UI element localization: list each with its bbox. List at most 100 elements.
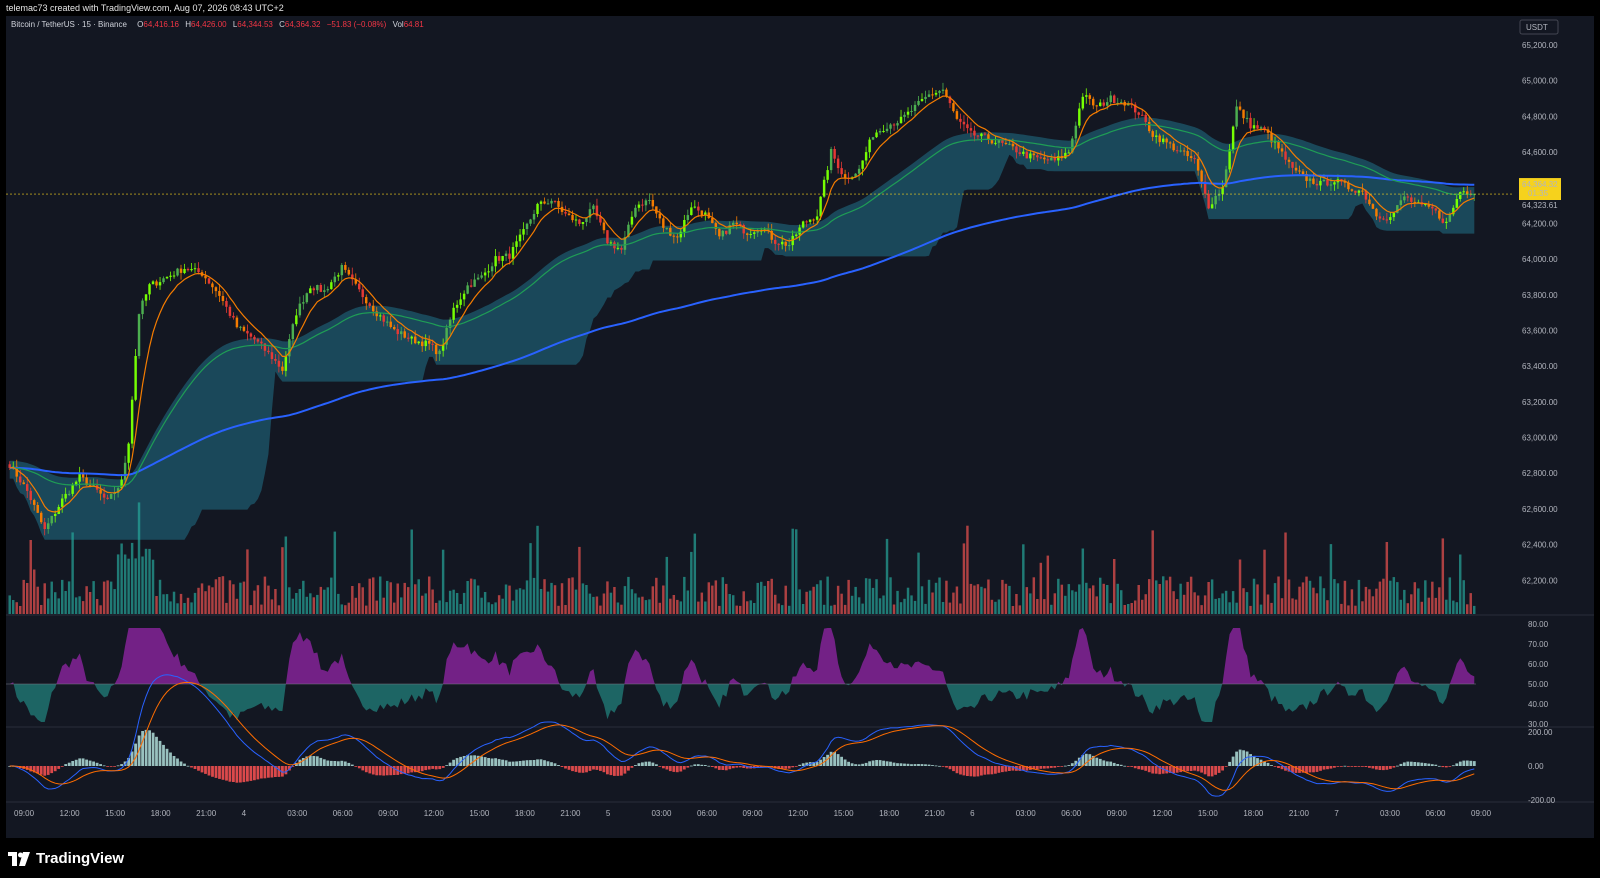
macd-hist-bar (480, 756, 483, 766)
volume-bar (1434, 597, 1438, 614)
macd-hist-bar (532, 760, 536, 766)
volume-bar (1294, 599, 1298, 614)
volume-bar (815, 584, 819, 614)
volume-bar (288, 587, 291, 614)
candle-body (43, 522, 46, 529)
candle-body (1441, 218, 1445, 223)
volume-bar (1106, 585, 1109, 614)
volume-bar (1466, 604, 1469, 614)
tradingview-logo[interactable]: TradingView (8, 850, 124, 867)
volume-bar (714, 580, 718, 614)
cloud-band (9, 117, 1475, 540)
volume-bar (878, 598, 882, 614)
candle-body (372, 305, 375, 312)
candle-body (1315, 183, 1319, 186)
macd-hist-bar (1063, 765, 1067, 767)
volume-bar (1053, 593, 1057, 614)
macd-hist-bar (641, 762, 644, 766)
macd-hist-bar (1385, 766, 1389, 770)
macd-hist-bar (343, 761, 347, 766)
currency-badge[interactable] (1519, 19, 1559, 35)
macd-hist-bar (403, 766, 407, 774)
volume-bar (952, 592, 955, 614)
macd-hist-bar (955, 766, 959, 774)
candle-body (494, 256, 497, 267)
candle-body (1207, 193, 1210, 209)
candle-body (1270, 132, 1273, 143)
candle-body (316, 285, 319, 291)
macd-hist-bar (836, 754, 840, 766)
candle-body (284, 356, 288, 371)
volume-bar (47, 598, 50, 614)
volume-bar (945, 580, 948, 614)
macd-hist-bar (260, 766, 263, 779)
candle-body (812, 219, 815, 221)
candle-body (742, 225, 745, 234)
macd-hist-bar (361, 766, 365, 771)
chart-canvas[interactable]: 65,200.00 65,000.00 64,800.00 64,600.00 64,4… (6, 16, 1594, 838)
candle-body (574, 219, 578, 221)
volume-bar (403, 582, 406, 614)
macd-hist-bar (1119, 764, 1123, 766)
macd-hist-bar (742, 766, 746, 768)
macd-hist-bar (1193, 766, 1196, 771)
macd-hist-bar (71, 761, 75, 766)
volume-bar (1375, 588, 1378, 614)
volume-bar (61, 579, 64, 614)
volume-bar (330, 577, 333, 614)
volume-bar (1357, 579, 1361, 614)
macd-hist-bar (1329, 766, 1333, 769)
candle-body (242, 326, 246, 331)
time-tick-label: 06:00 (1425, 809, 1446, 818)
macd-hist-bar (1147, 766, 1151, 773)
macd-hist-bar (1182, 766, 1186, 772)
volume-bar (1343, 580, 1347, 614)
volume-bar (1389, 580, 1392, 614)
macd-hist-bar (1371, 766, 1375, 769)
macd-hist-bar (665, 766, 669, 770)
chart-panel[interactable]: 65,200.00 65,000.00 64,800.00 64,600.00 64,4… (6, 16, 1594, 838)
candle-body (1371, 204, 1375, 209)
candle-body (518, 234, 522, 242)
macd-hist-bar (99, 764, 102, 766)
volume-bar (536, 525, 539, 614)
symbol-name[interactable]: Bitcoin / TetherUS · 15 · Binance (11, 20, 127, 29)
candle-body (1266, 129, 1270, 133)
candle-body (1172, 143, 1175, 151)
volume-bar (721, 577, 725, 614)
macd-hist-bar (1465, 760, 1469, 766)
price-tick-label: 62,800.00 (1522, 469, 1558, 478)
macd-hist-bar (501, 759, 504, 766)
volume-bar (581, 583, 585, 614)
candle-body (948, 96, 952, 104)
macd-hist-bar (1361, 766, 1364, 767)
candle-body (497, 256, 501, 261)
macd-hist-bar (1287, 766, 1291, 772)
volume-bar (1116, 583, 1119, 614)
volume-bar (1438, 587, 1441, 614)
candle-body (805, 221, 808, 223)
macd-hist-bar (504, 760, 508, 766)
volume-bar (1273, 583, 1277, 614)
candle-body (522, 229, 525, 235)
volume-bar (651, 586, 655, 614)
volume-bar (54, 592, 57, 614)
candle-body (1392, 212, 1396, 218)
volume-bar (113, 589, 116, 614)
macd-hist-bar (689, 765, 693, 767)
macd-hist-bar (235, 766, 239, 783)
volume-bar (892, 604, 896, 614)
macd-hist-bar (1245, 751, 1249, 766)
volume-bar (1238, 559, 1242, 614)
macd-hist-bar (857, 764, 861, 766)
candle-body (448, 319, 452, 328)
time-tick-label: 18:00 (151, 809, 172, 818)
candle-body (396, 329, 399, 335)
macd-hist-bar (364, 766, 368, 773)
macd-hist-bar (1207, 766, 1210, 777)
volume-bar (1071, 590, 1074, 614)
candle-body (938, 90, 941, 93)
macd-hist-bar (959, 766, 962, 775)
volume-bar (634, 593, 637, 614)
volume-bar (711, 585, 714, 614)
